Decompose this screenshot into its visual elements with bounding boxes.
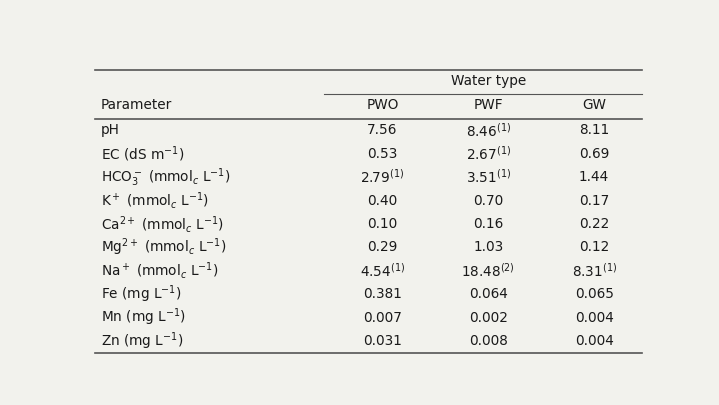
Text: Ca$^{2+}$ (mmol$_c$ L$^{-1}$): Ca$^{2+}$ (mmol$_c$ L$^{-1}$) <box>101 213 224 234</box>
Text: pH: pH <box>101 124 120 137</box>
Text: 0.70: 0.70 <box>473 194 503 208</box>
Text: EC (dS m$^{-1}$): EC (dS m$^{-1}$) <box>101 144 185 164</box>
Text: 0.40: 0.40 <box>367 194 398 208</box>
Text: 18.48$^{(2)}$: 18.48$^{(2)}$ <box>462 262 516 280</box>
Text: PWF: PWF <box>474 98 503 112</box>
Text: 0.12: 0.12 <box>579 241 609 254</box>
Text: 0.16: 0.16 <box>473 217 503 231</box>
Text: 1.03: 1.03 <box>473 241 503 254</box>
Text: Fe (mg L$^{-1}$): Fe (mg L$^{-1}$) <box>101 284 181 305</box>
Text: GW: GW <box>582 98 606 112</box>
Text: 8.46$^{(1)}$: 8.46$^{(1)}$ <box>466 122 511 139</box>
Text: Parameter: Parameter <box>101 98 173 112</box>
Text: 0.22: 0.22 <box>579 217 609 231</box>
Text: 0.065: 0.065 <box>574 287 613 301</box>
Text: PWO: PWO <box>366 98 398 112</box>
Text: 7.56: 7.56 <box>367 124 398 137</box>
Text: 0.004: 0.004 <box>574 334 613 348</box>
Text: Mg$^{2+}$ (mmol$_c$ L$^{-1}$): Mg$^{2+}$ (mmol$_c$ L$^{-1}$) <box>101 237 226 258</box>
Text: 0.008: 0.008 <box>469 334 508 348</box>
Text: 8.31$^{(1)}$: 8.31$^{(1)}$ <box>572 262 617 280</box>
Text: Water type: Water type <box>451 74 526 87</box>
Text: 0.29: 0.29 <box>367 241 398 254</box>
Text: Mn (mg L$^{-1}$): Mn (mg L$^{-1}$) <box>101 307 186 328</box>
Text: HCO$_3^-$ (mmol$_c$ L$^{-1}$): HCO$_3^-$ (mmol$_c$ L$^{-1}$) <box>101 166 231 189</box>
Text: Zn (mg L$^{-1}$): Zn (mg L$^{-1}$) <box>101 330 183 352</box>
Text: K$^+$ (mmol$_c$ L$^{-1}$): K$^+$ (mmol$_c$ L$^{-1}$) <box>101 190 209 211</box>
Text: 0.064: 0.064 <box>469 287 508 301</box>
Text: 1.44: 1.44 <box>579 170 609 184</box>
Text: 0.381: 0.381 <box>363 287 402 301</box>
Text: 0.002: 0.002 <box>469 311 508 324</box>
Text: 2.79$^{(1)}$: 2.79$^{(1)}$ <box>360 168 405 186</box>
Text: Na$^+$ (mmol$_c$ L$^{-1}$): Na$^+$ (mmol$_c$ L$^{-1}$) <box>101 260 219 281</box>
Text: 3.51$^{(1)}$: 3.51$^{(1)}$ <box>466 168 511 186</box>
Text: 0.10: 0.10 <box>367 217 398 231</box>
Text: 0.17: 0.17 <box>579 194 609 208</box>
Text: 0.004: 0.004 <box>574 311 613 324</box>
Text: 8.11: 8.11 <box>579 124 609 137</box>
Text: 0.69: 0.69 <box>579 147 609 161</box>
Text: 0.031: 0.031 <box>363 334 402 348</box>
Text: 2.67$^{(1)}$: 2.67$^{(1)}$ <box>466 145 511 163</box>
Text: 4.54$^{(1)}$: 4.54$^{(1)}$ <box>360 262 405 280</box>
Text: 0.007: 0.007 <box>363 311 402 324</box>
Text: 0.53: 0.53 <box>367 147 398 161</box>
